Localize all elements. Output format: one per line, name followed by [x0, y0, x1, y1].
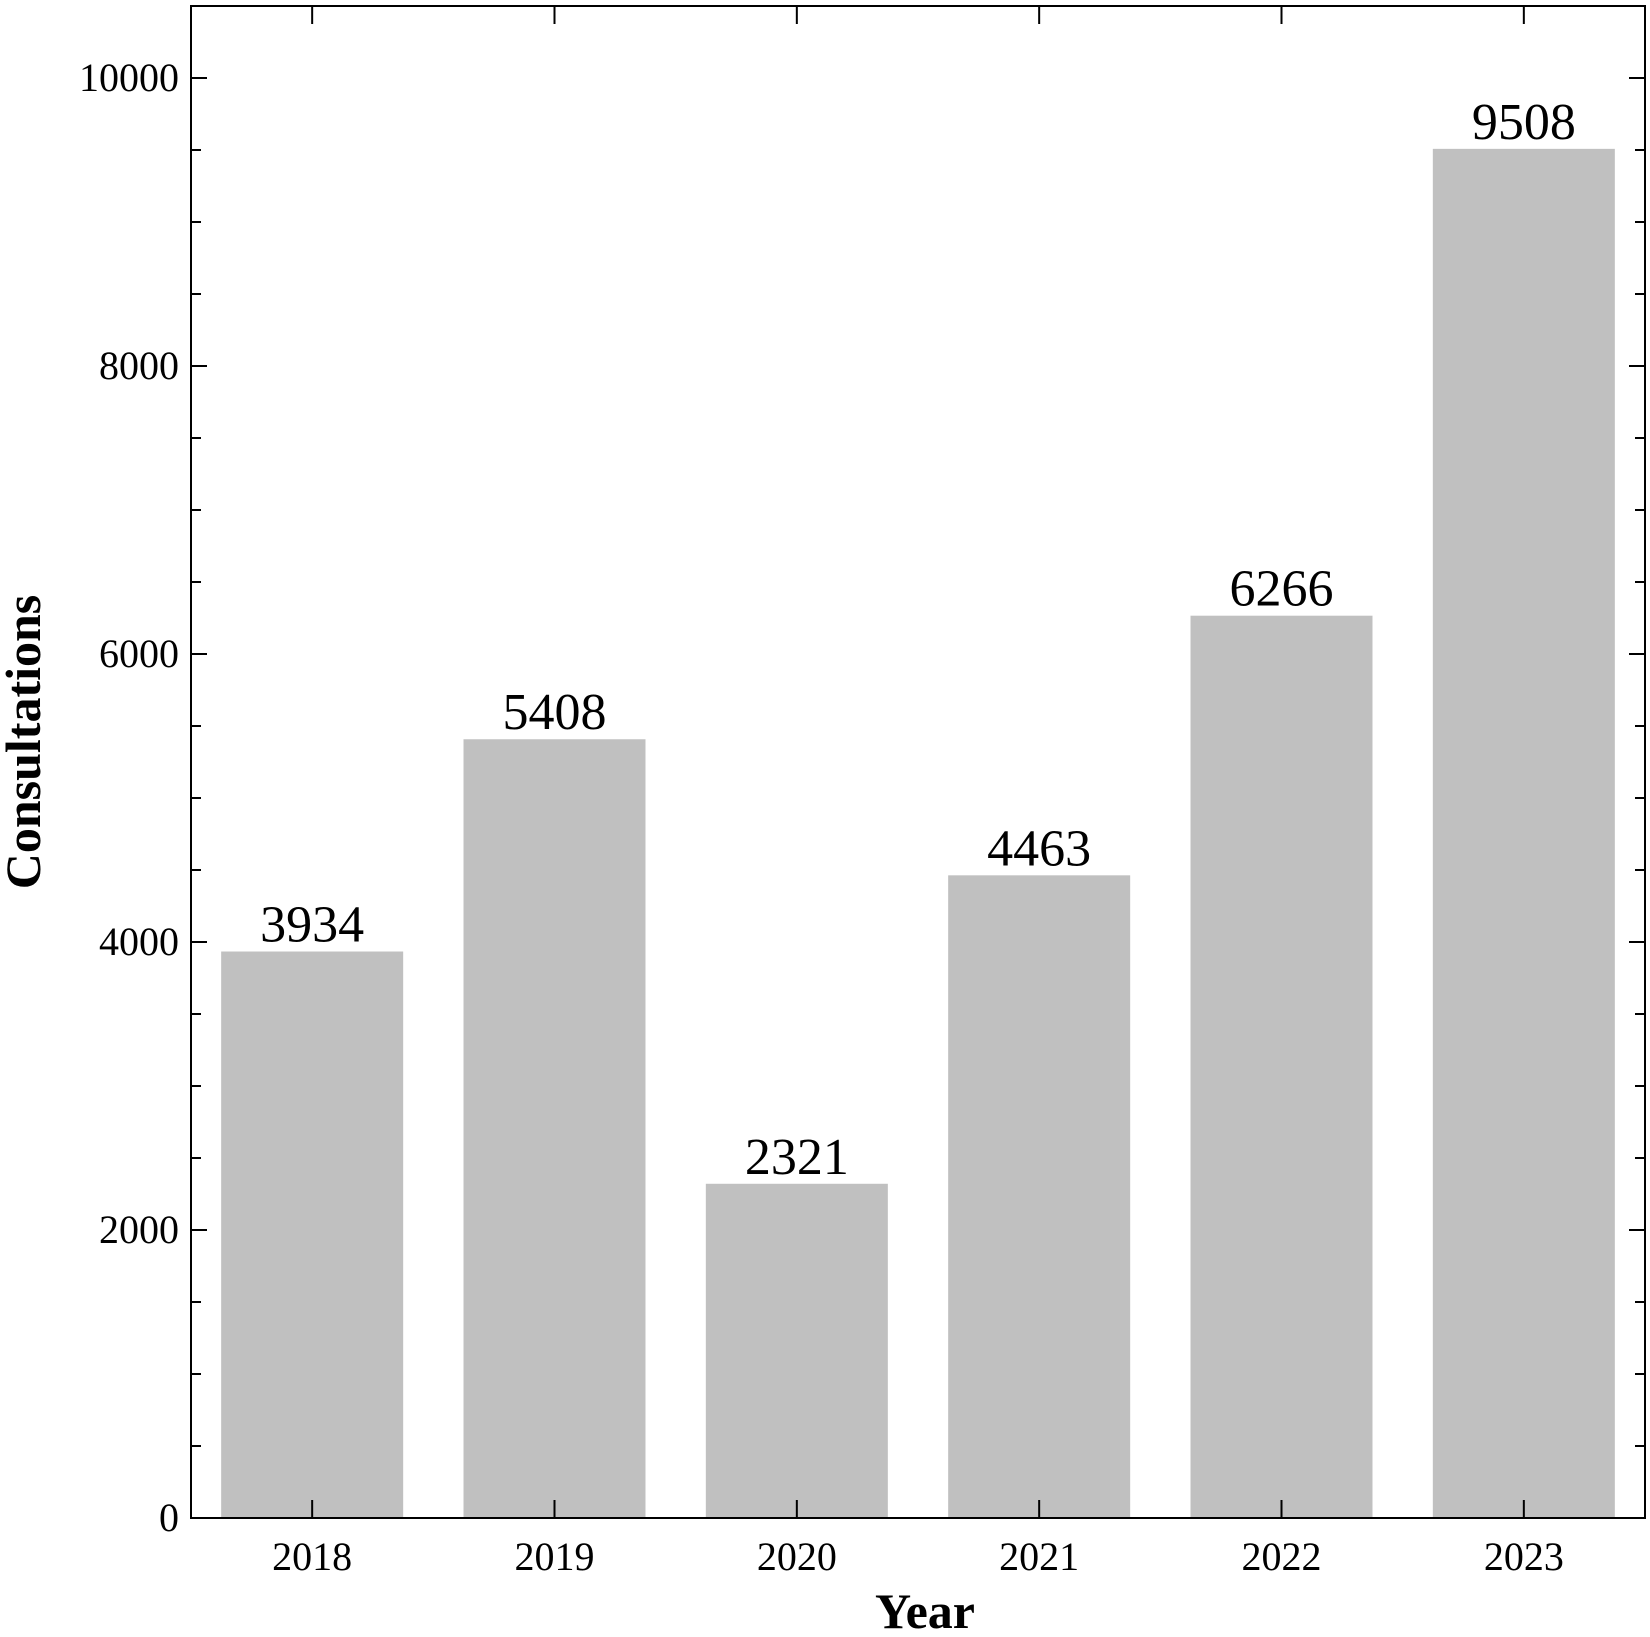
y-tick-label-8000: 8000	[99, 343, 179, 388]
labels-group: 3934 2018 5408 2019 2321 2020 4463 2021 6266 2022…	[79, 55, 1576, 1579]
x-tick-label-2019: 2019	[515, 1534, 595, 1579]
data-label-2021: 4463	[987, 820, 1091, 877]
x-tick-label-2018: 2018	[272, 1534, 352, 1579]
bar-2019	[463, 739, 646, 1518]
data-label-2020: 2321	[745, 1129, 849, 1186]
y-tick-label-2000: 2000	[99, 1207, 179, 1252]
bar-2022	[1190, 615, 1373, 1518]
x-tick-label-2023: 2023	[1484, 1534, 1564, 1579]
y-tick-label-6000: 6000	[99, 631, 179, 676]
y-tick-label-0: 0	[159, 1495, 179, 1540]
axes-group	[190, 5, 1646, 1519]
y-tick-label-4000: 4000	[99, 919, 179, 964]
x-tick-label-2020: 2020	[757, 1534, 837, 1579]
bar-2018	[221, 951, 404, 1518]
data-label-2019: 5408	[503, 684, 607, 741]
data-label-2022: 6266	[1230, 561, 1334, 618]
plot-frame	[190, 5, 1646, 1519]
x-tick-label-2021: 2021	[999, 1534, 1079, 1579]
bars-group	[221, 148, 1615, 1518]
data-label-2018: 3934	[260, 897, 364, 954]
bar-2021	[948, 875, 1131, 1518]
x-tick-label-2022: 2022	[1242, 1534, 1322, 1579]
bar-2023	[1432, 148, 1615, 1518]
x-axis-title: Year	[875, 1583, 975, 1637]
y-axis-title: Consultations	[0, 595, 51, 890]
y-tick-label-10000: 10000	[79, 55, 179, 100]
bar-2020	[705, 1183, 888, 1518]
data-label-2023: 9508	[1472, 94, 1576, 151]
